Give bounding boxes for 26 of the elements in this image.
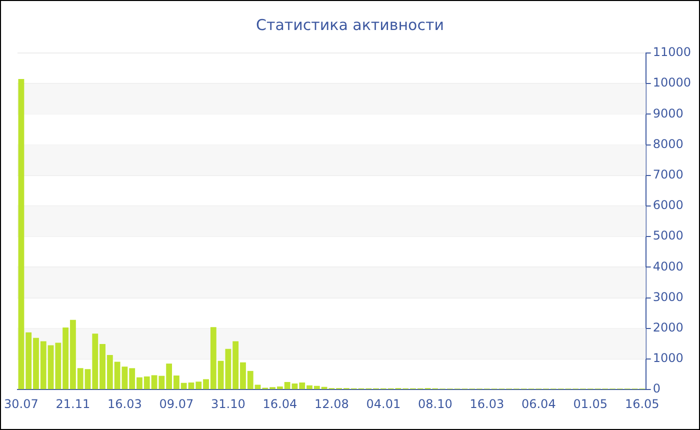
x-tick-label: 21.11 [56,396,90,411]
x-tick-label: 12.08 [314,396,349,411]
y-tick-label: 0 [652,382,660,396]
y-tick-label: 3000 [652,290,684,304]
x-tick-label: 06.04 [521,396,556,411]
y-tick-label: 10000 [652,76,692,90]
x-tick-label: 16.03 [470,396,504,411]
x-tick-label: 16.04 [262,396,298,411]
x-tick-label: 16.03 [108,396,142,411]
y-tick-label: 1000 [652,351,684,366]
y-tick-label: 9000 [652,106,684,120]
y-tick-label: 6000 [652,198,684,212]
x-tick-label: 09.07 [159,396,194,411]
y-tick-label: 2000 [652,320,684,335]
y-tick-label: 11000 [652,45,692,60]
x-tick-label: 08.10 [418,396,452,411]
y-tick-label: 8000 [652,136,684,151]
y-tick-label: 5000 [652,228,684,243]
x-tick-label: 31.10 [211,396,246,411]
chart-title: Статистика активности [256,16,444,34]
y-tick-label: 4000 [652,259,684,274]
y-tick-label: 7000 [652,168,684,182]
x-tick-label: 30.07 [4,396,38,411]
x-tick-label: 04.01 [366,396,401,411]
x-tick-label: 16.05 [624,396,660,411]
x-tick-label: 01.05 [573,396,608,411]
